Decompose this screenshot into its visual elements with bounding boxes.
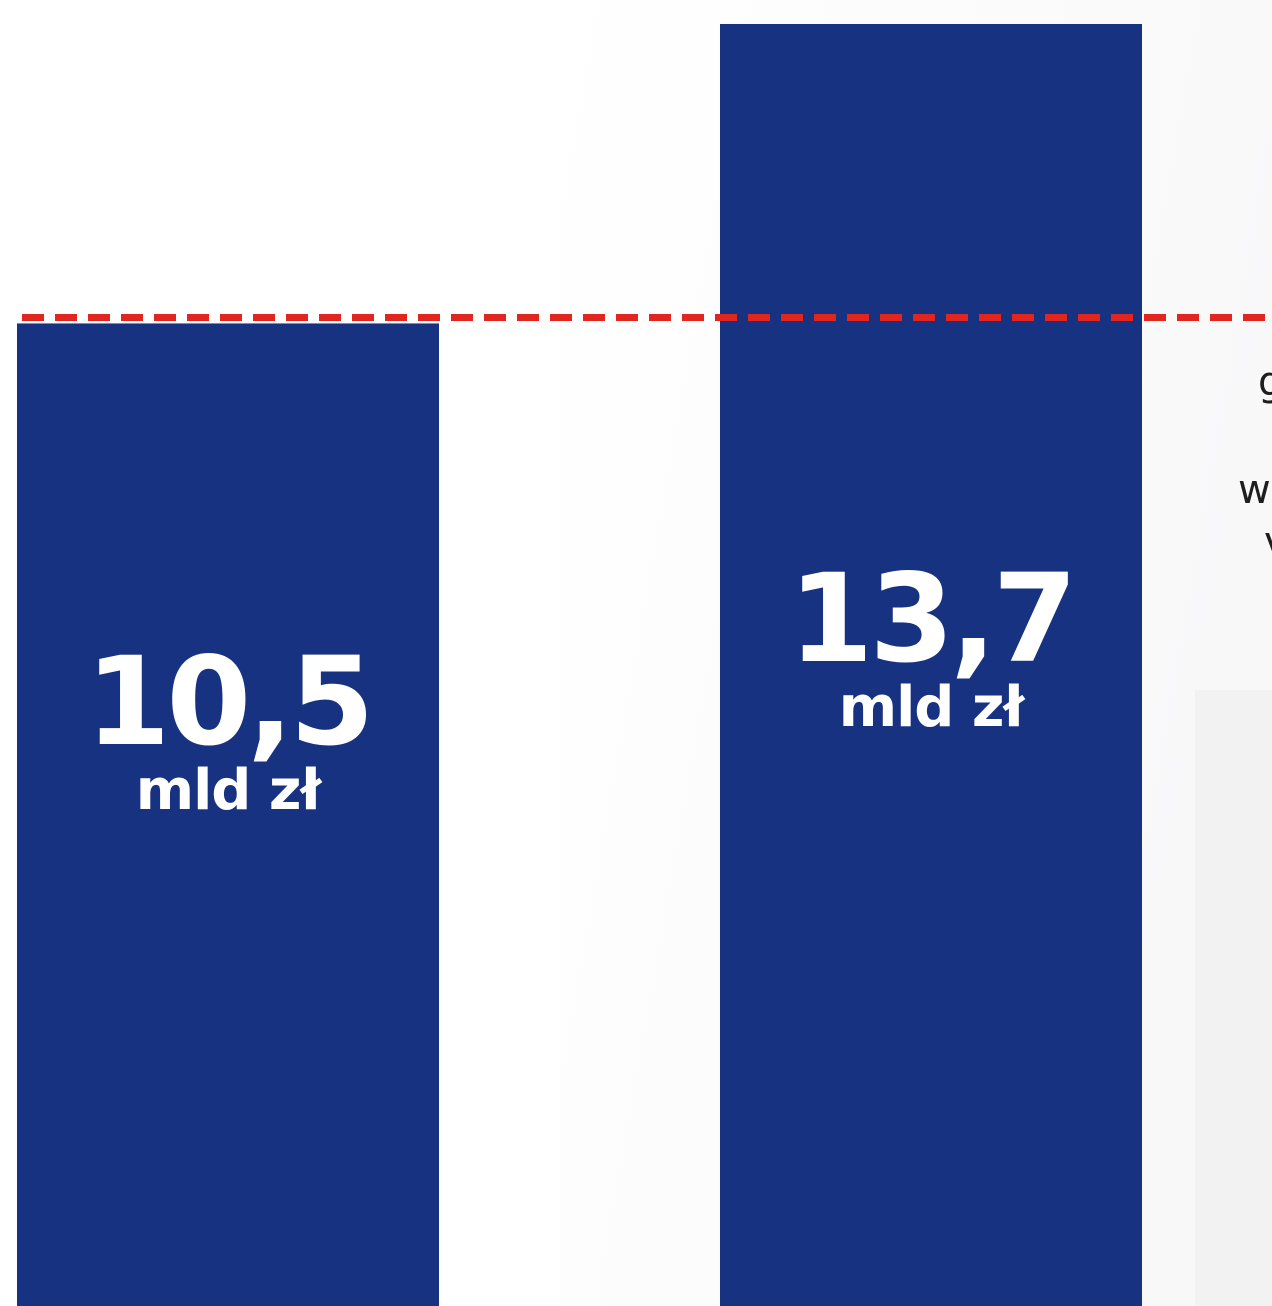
bar-unit-1: mld zł xyxy=(135,758,322,824)
bar-2 xyxy=(720,24,1142,1306)
bar-1 xyxy=(17,323,439,1306)
bar-value-1: 10,5 xyxy=(85,631,374,774)
bar-label-2: 13,7 mld zł xyxy=(720,558,1142,736)
background-panel xyxy=(1195,690,1272,1306)
bar-value-2: 13,7 xyxy=(788,548,1077,690)
bar-unit-2: mld zł xyxy=(838,675,1025,740)
bar-label-1: 10,5 mld zł xyxy=(17,641,439,819)
side-text-fragment-1: g xyxy=(1258,359,1272,405)
side-text-fragment-3: v xyxy=(1264,522,1272,562)
side-text-fragment-2: w xyxy=(1238,467,1271,513)
